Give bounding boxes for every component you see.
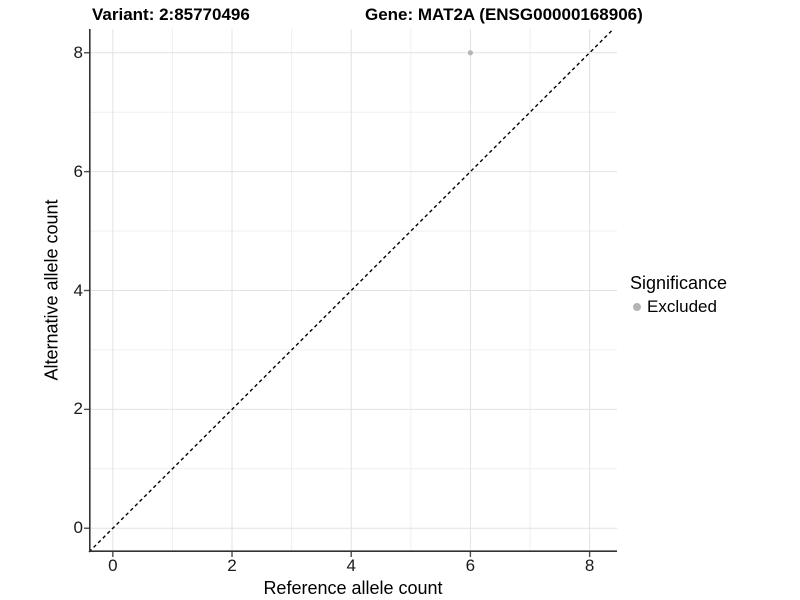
x-tick-label: 0: [108, 556, 118, 575]
plot-panel: [84, 28, 617, 557]
y-tick-label: 0: [73, 518, 83, 538]
legend-key-dot-icon: [633, 303, 641, 311]
data-point: [467, 50, 473, 56]
x-tick-label: 4: [346, 556, 356, 575]
plot-canvas: [84, 28, 617, 557]
y-tick-label: 2: [73, 399, 83, 419]
legend-item-label: Excluded: [647, 297, 717, 316]
y-tick-label: 6: [73, 161, 83, 181]
legend-title: Significance: [630, 273, 728, 293]
legend-item: Excluded: [630, 297, 727, 317]
x-tick-label: 6: [465, 556, 476, 575]
plot-title-gene: Gene: MAT2A (ENSG00000168906): [365, 5, 643, 24]
x-tick-label: 8: [584, 556, 595, 575]
x-tick-label: 2: [227, 556, 237, 575]
legend: Significance Excluded: [630, 273, 727, 317]
legend-items: Excluded: [630, 297, 727, 317]
y-tick-label: 4: [73, 280, 83, 300]
plot-title-variant: Variant: 2:85770496: [92, 5, 250, 24]
x-axis-title: Reference allele count: [263, 578, 443, 598]
y-tick-label: 8: [73, 42, 83, 62]
